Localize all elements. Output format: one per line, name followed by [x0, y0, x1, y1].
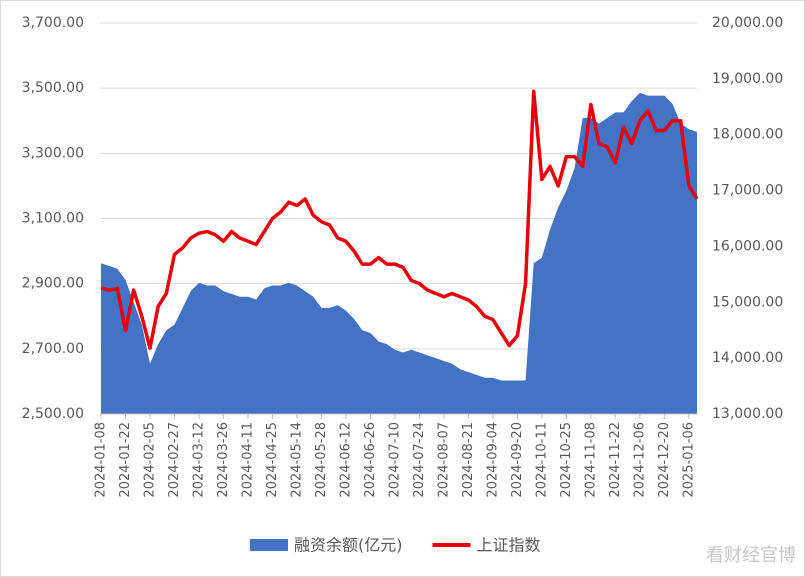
x-tick-label: 2024-06-12 — [338, 422, 353, 498]
x-tick-label: 2024-09-20 — [510, 422, 525, 498]
legend-swatch — [250, 539, 288, 551]
x-tick-label: 2024-01-08 — [94, 422, 109, 498]
y-tick-label: 2,700.00 — [22, 341, 84, 357]
x-tick-label: 2024-06-26 — [363, 422, 378, 498]
x-tick-label: 2024-03-12 — [191, 422, 206, 498]
y2-tick-label: 13,000.00 — [712, 406, 783, 422]
x-tick-label: 2024-11-08 — [583, 422, 598, 498]
x-tick-label: 2024-12-20 — [657, 422, 672, 498]
y-tick-label: 3,300.00 — [22, 145, 84, 161]
area — [101, 92, 697, 414]
y-tick-label: 2,500.00 — [22, 406, 84, 422]
x-tick-label: 2025-01-06 — [681, 422, 696, 498]
x-tick-label: 2024-10-11 — [534, 422, 549, 498]
x-tick-label: 2024-04-25 — [265, 422, 280, 498]
x-tick-label: 2024-10-25 — [559, 422, 574, 498]
x-tick-label: 2024-05-14 — [289, 422, 304, 498]
x-tick-label: 2024-07-10 — [387, 422, 402, 498]
x-tick-label: 2024-05-28 — [314, 422, 329, 498]
watermark: 看财经官博 — [706, 545, 796, 566]
legend-label: 融资余额(亿元) — [294, 536, 403, 555]
y2-tick-label: 14,000.00 — [712, 350, 783, 366]
x-tick-label: 2024-02-27 — [167, 422, 182, 498]
y-tick-label: 3,700.00 — [22, 15, 84, 31]
x-tick-label: 2024-04-11 — [240, 422, 255, 498]
x-tick-label: 2024-08-21 — [461, 422, 476, 498]
x-tick-label: 2024-08-07 — [436, 422, 451, 498]
x-tick-label: 2024-03-26 — [216, 422, 231, 498]
legend-label: 上证指数 — [477, 536, 541, 555]
line — [100, 89, 699, 350]
y2-tick-label: 17,000.00 — [712, 183, 783, 199]
y-tick-label: 3,500.00 — [22, 80, 84, 96]
y2-tick-label: 20,000.00 — [712, 15, 783, 31]
x-tick-label: 2024-07-24 — [412, 422, 427, 498]
y2-tick-label: 19,000.00 — [712, 71, 783, 87]
y-tick-label: 3,100.00 — [22, 211, 84, 227]
x-tick-label: 2024-02-05 — [142, 422, 157, 498]
y2-tick-label: 18,000.00 — [712, 127, 783, 143]
y2-tick-label: 15,000.00 — [712, 294, 783, 310]
y-tick-label: 2,900.00 — [22, 276, 84, 292]
y2-tick-label: 16,000.00 — [712, 238, 783, 254]
x-tick-label: 2024-11-22 — [608, 422, 623, 498]
x-tick-label: 2024-01-22 — [118, 422, 133, 498]
x-tick-label: 2024-09-04 — [485, 422, 500, 498]
x-tick-label: 2024-12-06 — [632, 422, 647, 498]
